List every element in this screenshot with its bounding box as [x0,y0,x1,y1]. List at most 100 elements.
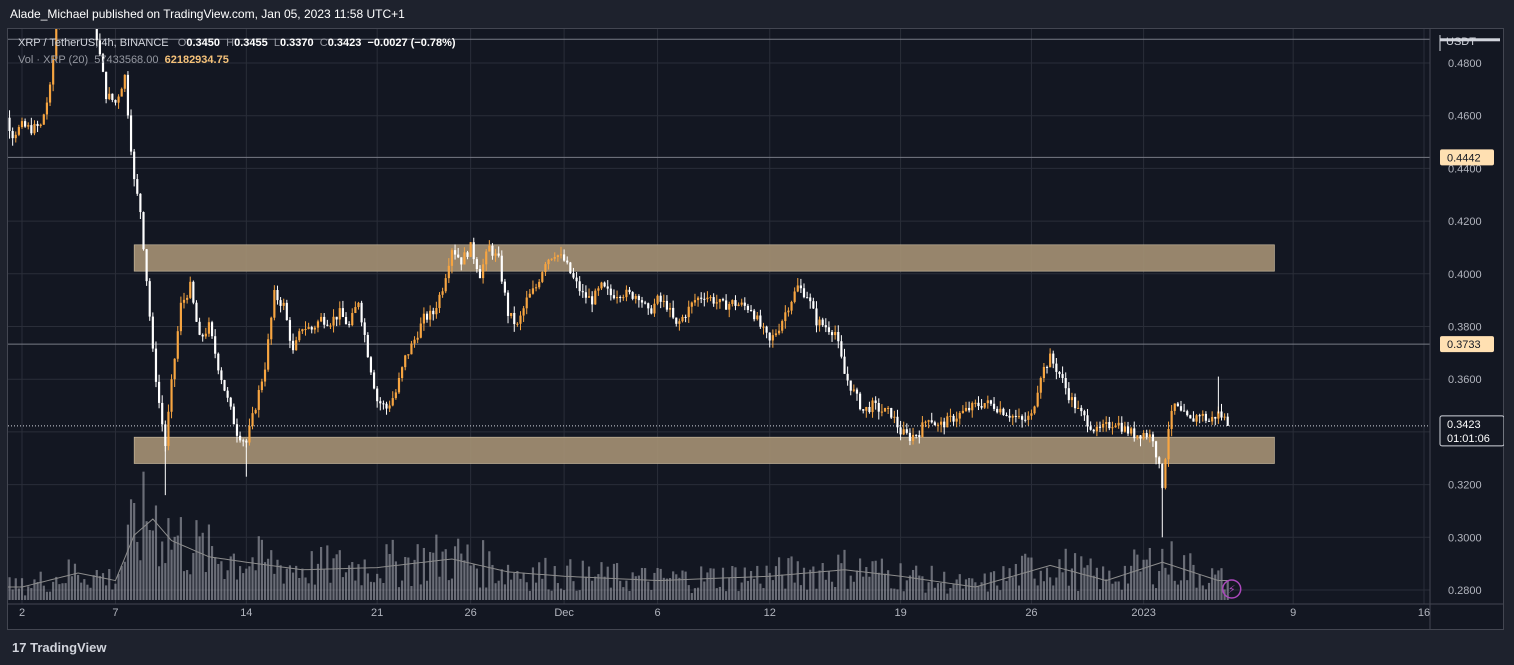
candle-body [48,84,52,103]
legend-volume-label[interactable]: Vol · XRP (20) [18,54,89,66]
candle-body [1214,416,1217,419]
volume-bar [606,566,609,600]
volume-bar [83,579,86,600]
volume-bar [696,587,700,600]
price-chart[interactable]: 0.4800 0.4600 0.4400 0.4200 0.4000 0.3800 0.36… [8,29,1504,629]
volume-bar [186,570,189,600]
volume-bar [656,567,659,600]
candle-body [575,277,578,282]
volume-bar [584,576,588,600]
volume-bar [444,549,447,600]
y-tick-label: 0.4200 [1448,216,1482,228]
volume-bar [503,584,507,600]
volume-bar [391,539,394,600]
volume-bar [883,573,887,600]
candle-body [1027,415,1030,420]
candle-body [696,297,700,301]
candle-body [475,259,478,270]
legend-volume-row: Vol · XRP (20) 57433568.00 62182934.75 [18,52,456,69]
volume-bar [587,566,591,600]
candle-body [877,403,880,412]
candle-body [463,252,466,265]
volume-bar [36,582,39,600]
volume-bar [126,524,130,600]
candle-body [1164,459,1167,488]
candle-body [210,322,214,337]
candle-body [111,93,114,100]
volume-bar [578,590,581,600]
candle-body [915,434,918,436]
candle-body [1226,416,1229,426]
volume-bar [531,567,535,600]
candle-body [1045,366,1049,368]
volume-bar [235,579,239,600]
volume-bar [182,571,186,600]
volume-bar [550,590,553,600]
volume-bar [70,576,73,600]
volume-bar [1117,581,1120,600]
legend: XRP / TetherUS, 4h, BINANCE O0.3450 H0.3… [18,35,456,69]
volume-bar [307,583,310,600]
y-tick-label: 0.4600 [1448,111,1482,123]
volume-bar [198,536,201,600]
candle-body [777,330,781,334]
candle-body [544,264,547,273]
volume-bar [1042,581,1045,600]
candle-body [223,380,226,391]
volume-bar [765,565,768,600]
volume-bar [1058,559,1061,600]
candle-body [510,312,513,316]
volume-bar [899,563,902,600]
volume-bar [360,585,363,600]
candle-body [1217,411,1220,419]
candle-body [971,403,974,411]
volume-bar [354,580,357,600]
volume-bar [1036,585,1039,600]
volume-bar [351,562,354,600]
volume-bar [619,580,622,600]
legend-volume-ma: 57433568.00 [94,54,159,66]
candle-body [372,372,376,389]
volume-bar [491,564,494,600]
volume-bar [687,585,690,600]
legend-symbol[interactable]: XRP / TetherUS, 4h, BINANCE [18,37,169,49]
volume-bar [8,577,11,600]
volume-bar [179,517,182,600]
candle-body [712,297,715,304]
candle-body [718,299,721,303]
candle-body [257,390,260,410]
volume-bar [407,557,410,600]
candle-body [1176,403,1179,407]
volume-bar [410,585,413,600]
volume-bar [226,570,229,600]
candle-body [14,134,17,139]
volume-bar [301,568,304,600]
volume-bar [668,578,672,600]
volume-bar [846,588,849,600]
volume-bar [781,574,784,600]
volume-bar [684,571,687,600]
candle-body [1017,416,1021,418]
volume-bar [154,505,158,600]
legend-o-label: O [177,37,187,49]
volume-bar [796,561,799,600]
candle-body [416,337,419,340]
tradingview-logo[interactable]: 17 TradingView [12,635,106,661]
volume-bar [1151,584,1155,600]
candle-body [790,301,793,311]
volume-bar [139,560,142,600]
volume-bar [416,544,419,600]
candle-body [1055,363,1058,372]
volume-bar [232,553,235,600]
volume-bar [1064,548,1067,600]
candle-body [388,405,391,409]
candle-body [313,327,316,330]
candle-body [95,29,98,41]
candle-body [687,306,690,318]
candle-body [690,302,693,307]
candle-body [902,429,905,435]
candle-body [410,343,413,355]
candle-body [466,252,469,257]
volume-bar [120,566,123,600]
volume-bar [625,580,628,600]
